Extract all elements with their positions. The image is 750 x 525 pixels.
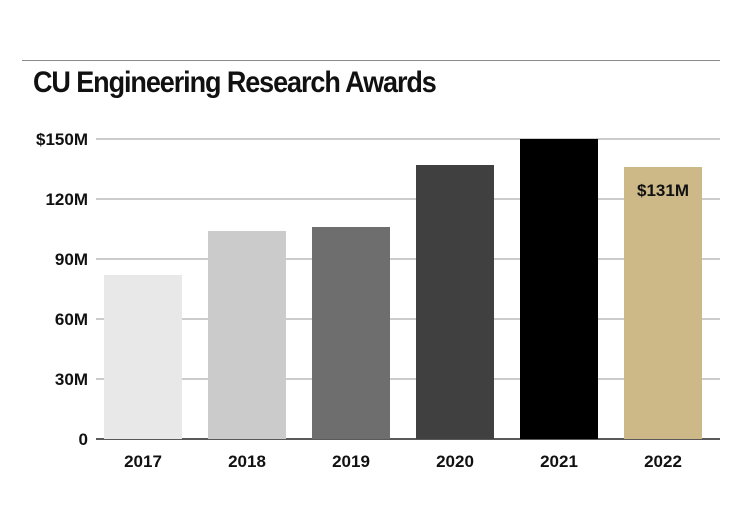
bar-2022 bbox=[624, 167, 702, 439]
x-tick-label: 2019 bbox=[332, 452, 370, 471]
bar-2017 bbox=[104, 275, 182, 439]
top-rule bbox=[22, 60, 720, 61]
chart-title: CU Engineering Research Awards bbox=[33, 66, 437, 99]
y-tick-label: 60M bbox=[55, 310, 88, 329]
y-tick-label: 90M bbox=[55, 250, 88, 269]
x-tick-label: 2018 bbox=[228, 452, 266, 471]
y-tick-label: $150M bbox=[36, 130, 88, 149]
y-tick-label: 0 bbox=[79, 430, 88, 449]
x-tick-label: 2020 bbox=[436, 452, 474, 471]
x-tick-label: 2022 bbox=[644, 452, 682, 471]
x-tick-label: 2017 bbox=[124, 452, 162, 471]
data-label: $131M bbox=[637, 181, 689, 200]
bar-2019 bbox=[312, 227, 390, 439]
y-tick-label: 30M bbox=[55, 370, 88, 389]
x-tick-label: 2021 bbox=[540, 452, 578, 471]
bar-2021 bbox=[520, 139, 598, 439]
bar-2020 bbox=[416, 165, 494, 439]
bar-2018 bbox=[208, 231, 286, 439]
y-tick-label: 120M bbox=[45, 190, 88, 209]
